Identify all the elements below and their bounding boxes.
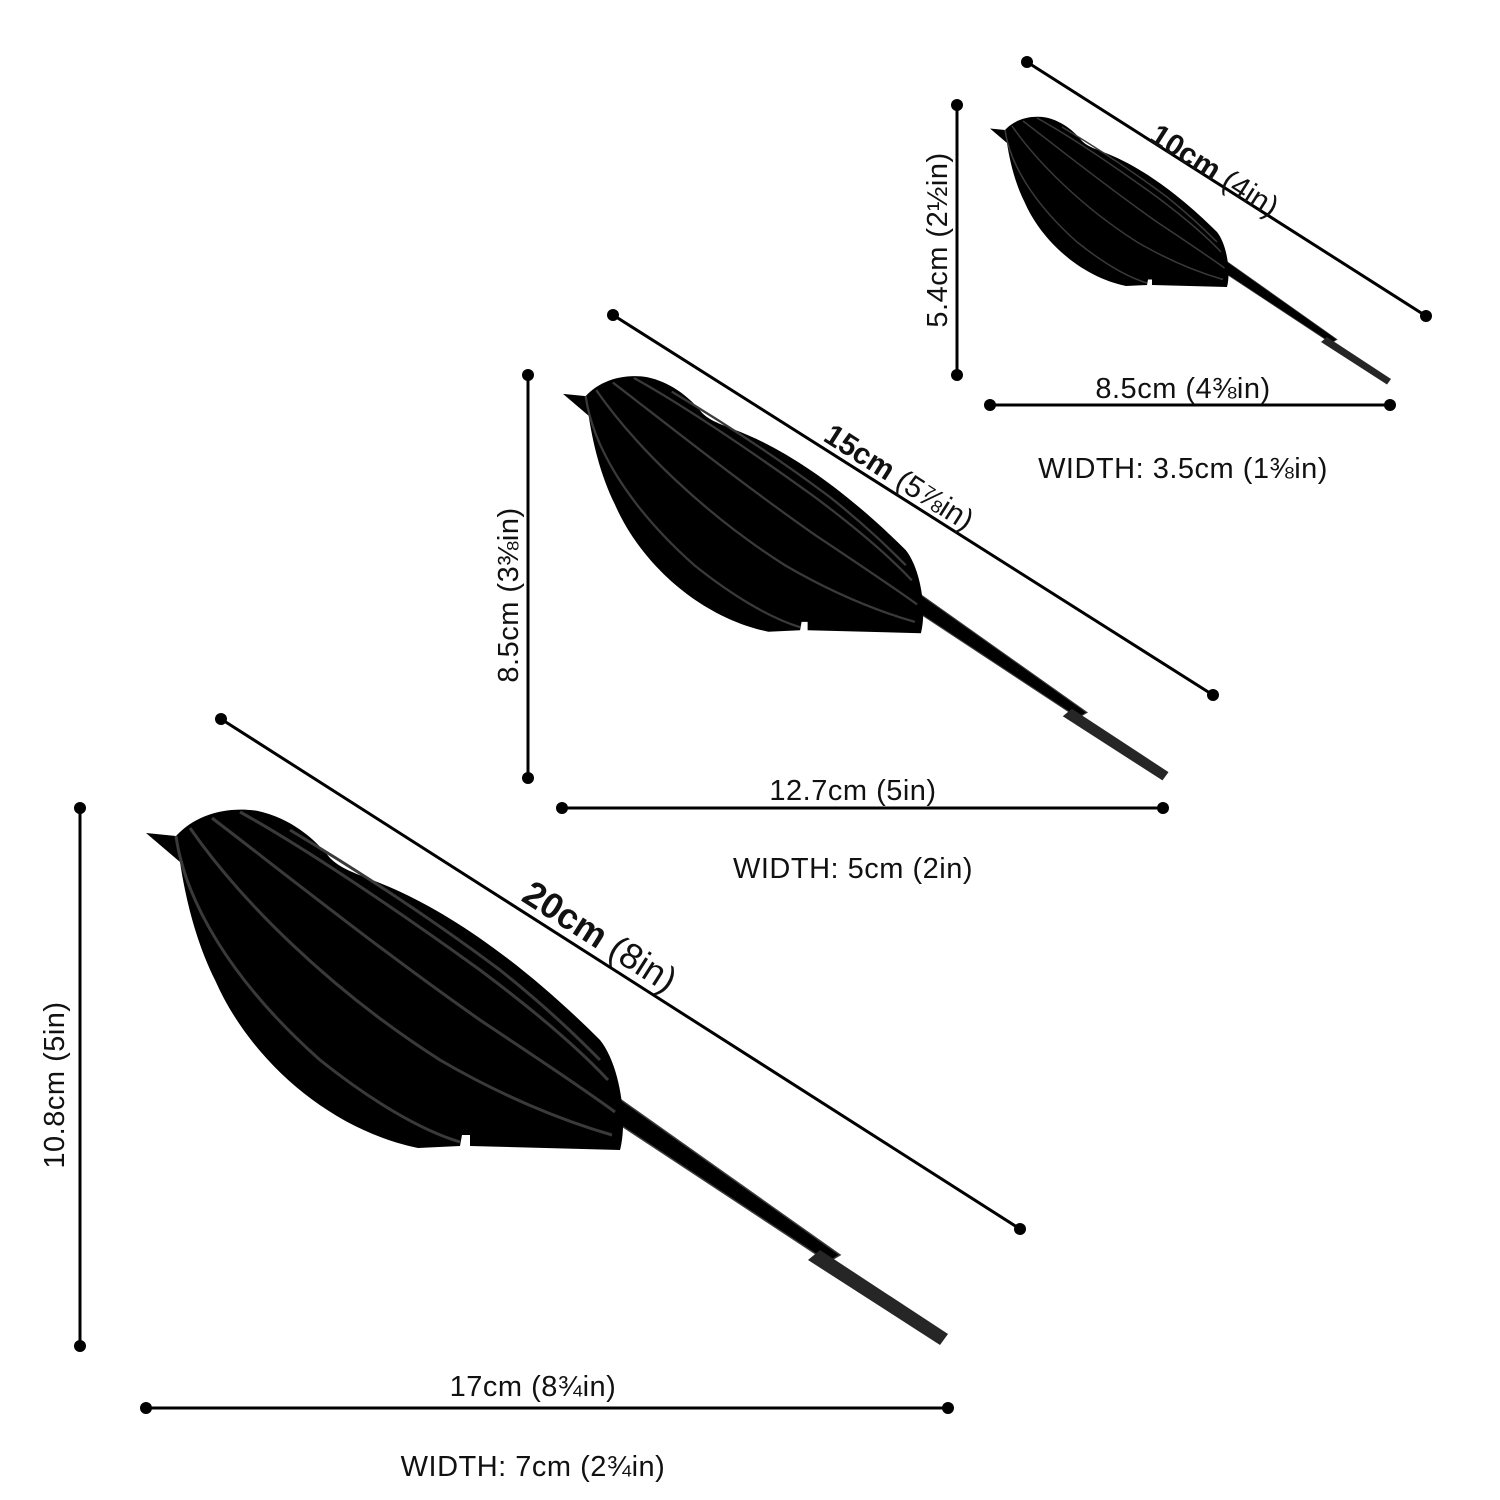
small-base-label: 8.5cm (4⅜in) [1095,373,1270,405]
medium-base-label: 12.7cm (5in) [769,775,936,807]
large-height-label: 10.8cm (5in) [39,1001,71,1168]
bird-large-group: 20cm (8in) 10.8cm (5in) 17cm (8¾in) WIDT… [39,713,1026,1483]
large-length-line [220,717,1021,1231]
medium-width-label: WIDTH: 5cm (2in) [733,853,973,885]
small-length-line [1026,60,1427,318]
large-width-label: WIDTH: 7cm (2¾in) [401,1451,666,1483]
small-height-label: 5.4cm (2½in) [922,152,954,327]
bird-small-group: 10cm (4in) 5.4cm (2½in) 8.5cm (4⅜in) WID… [922,56,1432,485]
large-base-label: 17cm (8¾in) [450,1371,617,1403]
large-length-label: 20cm (8in) [516,872,685,1000]
medium-height-label: 8.5cm (3⅜in) [493,507,525,682]
medium-length-line [612,313,1214,697]
small-width-label: WIDTH: 3.5cm (1⅜in) [1038,453,1328,485]
